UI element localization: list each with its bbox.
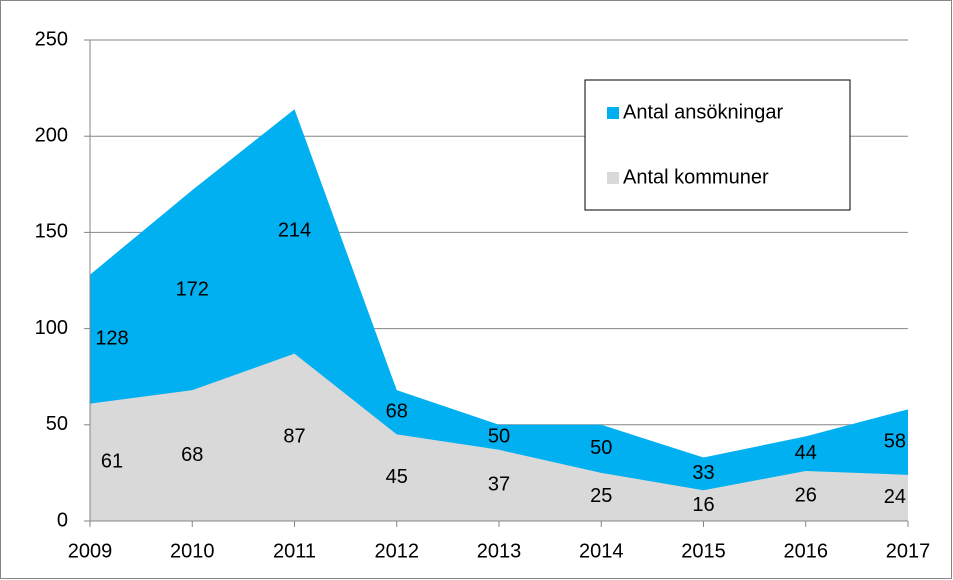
data-label: 58 [884,430,906,452]
data-label: 16 [692,494,714,516]
data-label: 26 [795,484,817,506]
legend-label: Antal ansökningar [623,101,783,123]
data-label: 45 [386,466,408,488]
y-tick-label: 0 [57,509,68,531]
data-label: 128 [95,327,128,349]
x-tick-label: 2015 [681,540,726,562]
data-label: 172 [176,278,209,300]
data-label: 68 [181,444,203,466]
x-tick-label: 2010 [170,540,215,562]
y-tick-label: 250 [35,28,68,50]
data-label: 37 [488,474,510,496]
x-tick-label: 2017 [886,540,931,562]
legend-box [584,79,851,211]
data-label: 61 [101,451,123,473]
data-label: 50 [488,426,510,448]
legend-swatch [607,172,619,184]
data-label: 50 [590,437,612,459]
data-label: 214 [278,220,311,242]
x-tick-label: 2011 [273,540,316,562]
data-label: 24 [884,486,906,508]
y-tick-label: 100 [35,317,68,339]
y-tick-label: 200 [35,124,68,146]
data-label: 33 [692,462,714,484]
y-tick-label: 50 [46,413,68,435]
x-tick-label: 2016 [784,540,829,562]
data-label: 87 [283,426,305,448]
x-tick-label: 2013 [477,540,522,562]
legend-swatch [607,107,619,119]
y-tick-label: 150 [35,221,68,243]
area [90,353,908,521]
x-tick-label: 2012 [375,540,420,562]
x-tick-label: 2014 [579,540,624,562]
legend-label: Antal kommuner [623,166,769,188]
x-tick-label: 2009 [68,540,113,562]
data-label: 68 [386,401,408,423]
data-label: 25 [590,485,612,507]
data-label: 44 [795,442,817,464]
